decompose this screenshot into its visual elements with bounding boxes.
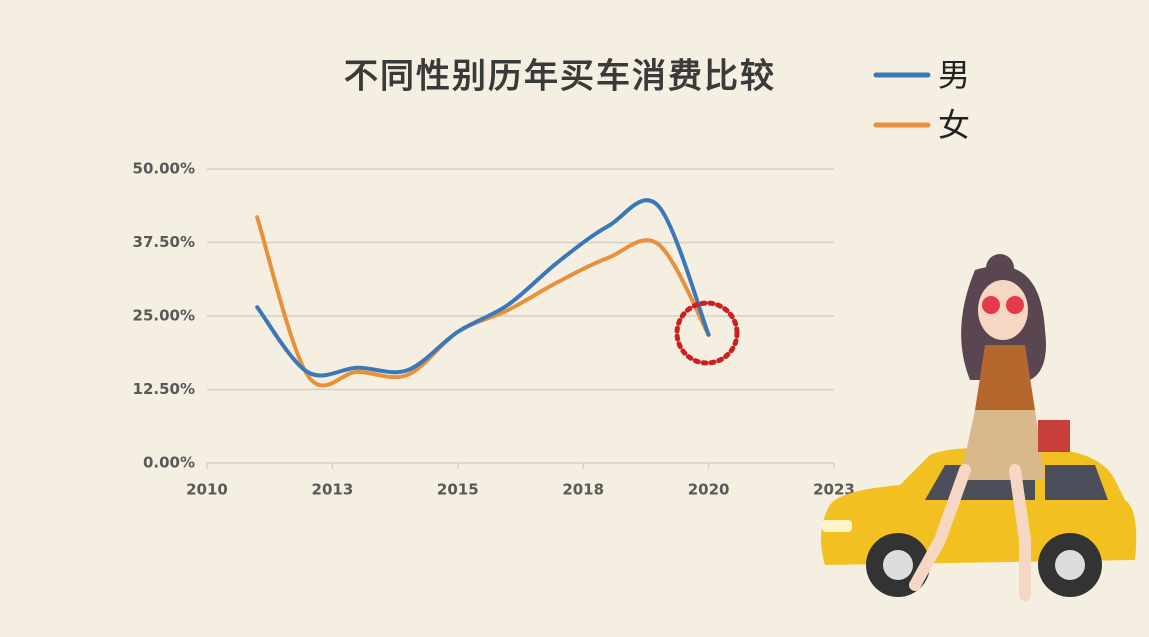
highlight-circle <box>674 300 740 366</box>
legs <box>909 464 1031 601</box>
headlight <box>822 520 852 532</box>
x-tick-label: 2010 <box>186 481 228 499</box>
face <box>978 280 1028 340</box>
x-tick-label: 2015 <box>437 481 479 499</box>
x-tick-label: 2023 <box>813 481 855 499</box>
y-tick-label: 37.50% <box>133 233 195 251</box>
y-tick-label: 12.50% <box>133 380 195 398</box>
dress-skirt <box>960 410 1045 480</box>
y-tick-label: 50.00% <box>133 160 195 178</box>
hubcap <box>883 550 913 580</box>
glasses <box>1006 296 1024 314</box>
x-tick-label: 2020 <box>688 481 730 499</box>
x-tick-label: 2013 <box>312 481 354 499</box>
y-tick-label: 25.00% <box>133 307 195 325</box>
plot-area: 0.00% 12.50% 25.00% 37.50% 50.00% 2010 2013 201… <box>133 160 855 499</box>
gift-box <box>1038 420 1070 452</box>
hair-bun <box>986 254 1014 282</box>
car-window <box>1045 465 1108 500</box>
chart-title: 不同性别历年买车消费比较 <box>344 57 776 97</box>
hubcap <box>1055 550 1085 580</box>
y-tick-label: 0.00% <box>143 454 195 472</box>
legend-label: 女 <box>938 106 970 144</box>
illustration <box>821 254 1137 601</box>
glasses <box>982 296 1000 314</box>
x-tick-label: 2018 <box>562 481 604 499</box>
legend-label: 男 <box>938 56 970 94</box>
dress-top <box>975 345 1035 410</box>
legend: 男女 <box>873 56 970 144</box>
series-line <box>255 198 711 378</box>
